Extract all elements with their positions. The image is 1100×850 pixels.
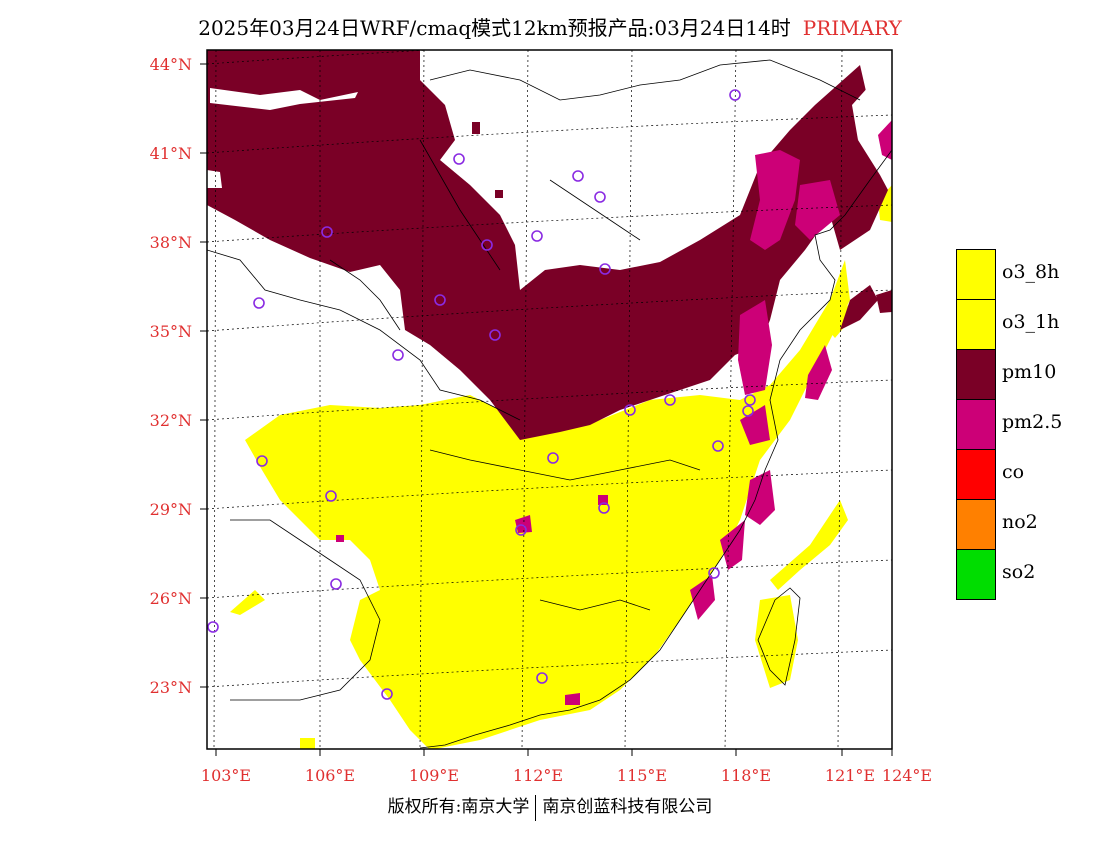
lat-label-23: 23°N (149, 678, 192, 697)
legend-label: o3_1h (1002, 311, 1060, 333)
map-frame (206, 49, 893, 750)
lat-label-29: 29°N (149, 500, 192, 519)
axis-ticks (200, 63, 893, 756)
lat-label-38: 38°N (149, 233, 192, 252)
lon-label-121: 121°E (824, 766, 876, 785)
lon-label-115: 115°E (616, 766, 668, 785)
copyright-separator (535, 794, 537, 821)
stations (207, 89, 756, 700)
lon-label-124: 124°E (881, 766, 933, 785)
lat-label-35: 35°N (149, 322, 192, 341)
lat-label-41: 41°N (149, 144, 192, 163)
map-title: 2025年03月24日WRF/cmaq模式12km预报产品:03月24日14时 P… (0, 12, 1100, 41)
legend-swatch (956, 299, 996, 349)
pm10-regions (207, 50, 892, 440)
copyright-left: 版权所有:南京大学 (387, 797, 530, 817)
lon-label-109: 109°E (408, 766, 460, 785)
lat-label-32: 32°N (149, 411, 192, 430)
title-main: 2025年03月24日WRF/cmaq模式12km预报产品:03月24日14时 (198, 16, 791, 40)
lat-label-44: 44°N (149, 55, 192, 74)
boundaries (207, 59, 892, 749)
lat-lon-grid (207, 50, 892, 749)
legend-label: so2 (1002, 561, 1036, 583)
legend-swatch (956, 499, 996, 549)
title-tag: PRIMARY (802, 16, 902, 40)
o3-regions (230, 185, 892, 749)
legend-label: o3_8h (1002, 261, 1060, 283)
lon-label-103: 103°E (200, 766, 252, 785)
legend-swatch (956, 249, 996, 299)
legend-label: pm10 (1002, 361, 1057, 383)
pm25-regions (336, 120, 892, 705)
legend-label: co (1002, 461, 1025, 483)
legend-swatch (956, 549, 996, 600)
copyright-right: 南京创蓝科技有限公司 (542, 797, 713, 817)
legend-label: no2 (1002, 511, 1038, 533)
pm10-gaps (207, 85, 870, 188)
legend-label: pm2.5 (1002, 411, 1063, 433)
lon-label-118: 118°E (720, 766, 772, 785)
lon-label-112: 112°E (512, 766, 564, 785)
legend-swatch (956, 399, 996, 449)
copyright: 版权所有:南京大学 南京创蓝科技有限公司 (0, 792, 1100, 821)
legend-swatch (956, 349, 996, 399)
lat-label-26: 26°N (149, 589, 192, 608)
lon-label-106: 106°E (304, 766, 356, 785)
legend-swatch (956, 449, 996, 499)
